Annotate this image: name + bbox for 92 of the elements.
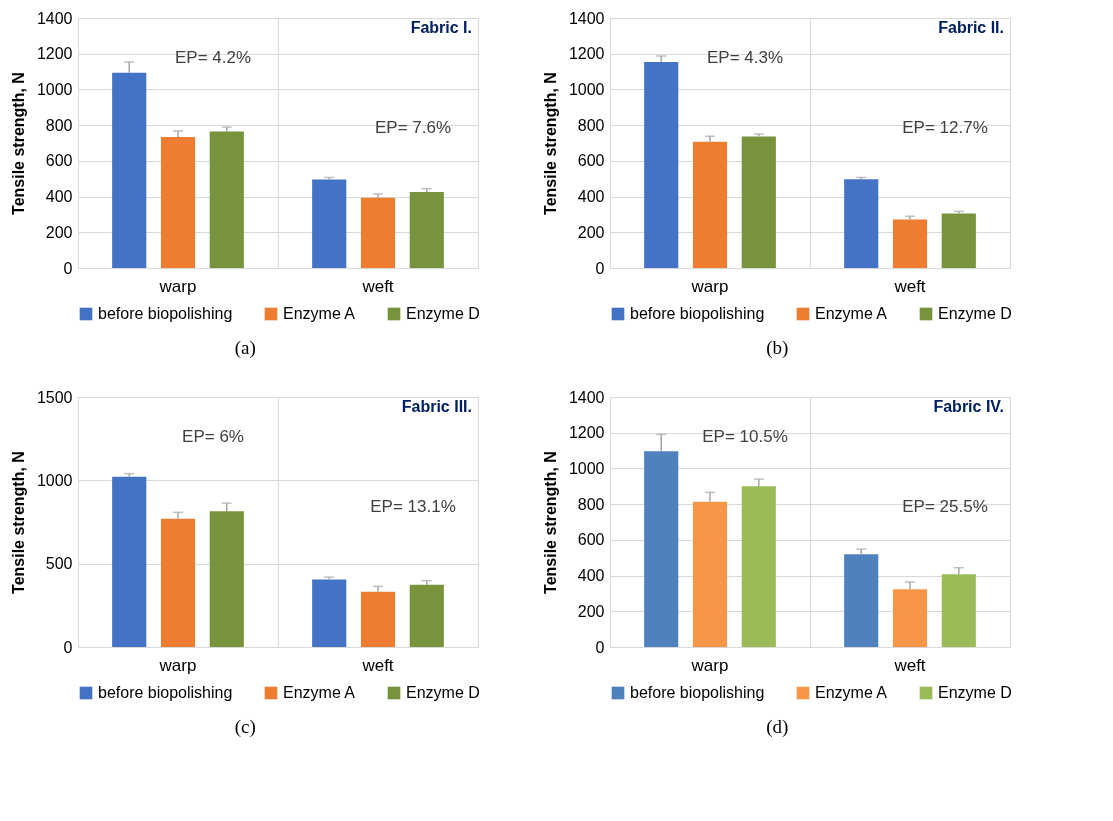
- y-tick-label: 1200: [36, 45, 73, 63]
- y-axis-title: Tensile strength, N: [9, 451, 27, 594]
- bar: [160, 137, 196, 268]
- legend-label: Enzyme A: [283, 684, 356, 701]
- y-tick-label: 200: [45, 223, 73, 241]
- x-tick-label: warp: [158, 655, 197, 675]
- legend-label: Enzyme D: [406, 305, 480, 322]
- legend-label: before biopolishing: [98, 684, 233, 701]
- y-tick-label: 0: [595, 638, 605, 656]
- bar: [844, 554, 879, 647]
- bar: [692, 501, 728, 647]
- y-tick-label: 0: [595, 259, 605, 277]
- legend-label: before biopolishing: [630, 684, 765, 701]
- x-tick-label: warp: [690, 655, 729, 675]
- bar: [360, 197, 396, 268]
- legend-label: before biopolishing: [630, 305, 765, 322]
- y-tick-label: 400: [45, 188, 73, 206]
- y-tick-label: 400: [577, 188, 605, 206]
- annotation: EP= 6%: [182, 427, 244, 446]
- bar: [844, 179, 879, 268]
- y-tick-label: 0: [63, 638, 73, 656]
- bar: [409, 584, 444, 647]
- y-tick-label: 800: [577, 116, 605, 134]
- chart-title: Fabric III.: [401, 398, 472, 415]
- legend-label: Enzyme A: [815, 684, 888, 701]
- legend-label: Enzyme D: [938, 305, 1012, 322]
- bar: [312, 579, 347, 647]
- x-tick-label: weft: [893, 655, 926, 675]
- y-tick-label: 600: [577, 152, 605, 170]
- bar: [209, 131, 244, 268]
- bar: [892, 589, 928, 647]
- chart-title: Fabric I.: [410, 19, 472, 36]
- bar: [692, 141, 728, 268]
- legend-label: Enzyme D: [406, 684, 480, 701]
- y-axis-title: Tensile strength, N: [541, 72, 559, 215]
- annotation: EP= 10.5%: [702, 427, 788, 446]
- y-tick-label: 1000: [568, 80, 605, 98]
- annotation: EP= 25.5%: [902, 497, 988, 516]
- y-tick-label: 600: [577, 531, 605, 549]
- y-axis-title: Tensile strength, N: [9, 72, 27, 215]
- x-tick-label: warp: [690, 276, 729, 296]
- y-tick-label: 1400: [568, 9, 605, 27]
- bar: [941, 574, 976, 647]
- y-tick-label: 1000: [36, 80, 73, 98]
- bar: [112, 72, 147, 268]
- x-tick-label: weft: [361, 655, 394, 675]
- annotation: EP= 7.6%: [374, 118, 452, 137]
- text: (d): [766, 715, 789, 738]
- y-tick-label: 400: [577, 567, 605, 585]
- y-tick-label: 1400: [36, 9, 73, 27]
- legend-label: Enzyme A: [815, 305, 888, 322]
- y-axis-title: Tensile strength, N: [541, 451, 559, 594]
- text: (a): [234, 336, 256, 359]
- bar: [160, 518, 196, 647]
- y-tick-label: 1400: [568, 388, 605, 406]
- y-tick-label: 200: [577, 602, 605, 620]
- y-tick-label: 0: [63, 259, 73, 277]
- bar: [112, 476, 147, 647]
- y-tick-label: 1000: [568, 459, 605, 477]
- bar: [892, 219, 928, 268]
- y-tick-label: 1200: [568, 45, 605, 63]
- text: (c): [234, 715, 256, 738]
- y-tick-label: 600: [45, 152, 73, 170]
- annotation: EP= 4.3%: [706, 48, 784, 67]
- bar: [644, 451, 679, 647]
- annotation: EP= 12.7%: [902, 118, 988, 137]
- y-tick-label: 500: [45, 555, 73, 573]
- y-tick-label: 1000: [36, 471, 73, 489]
- y-tick-label: 800: [45, 116, 73, 134]
- y-tick-label: 1200: [568, 424, 605, 442]
- bar: [741, 136, 776, 268]
- bar: [941, 213, 976, 268]
- x-tick-label: weft: [893, 276, 926, 296]
- legend-label: Enzyme A: [283, 305, 356, 322]
- x-tick-label: weft: [361, 276, 394, 296]
- bar: [209, 511, 244, 647]
- bar: [409, 192, 444, 268]
- y-tick-label: 800: [577, 495, 605, 513]
- annotation: EP= 4.2%: [174, 48, 252, 67]
- y-tick-label: 200: [577, 223, 605, 241]
- bar: [312, 179, 347, 268]
- text: (b): [766, 336, 789, 359]
- bar: [644, 62, 679, 268]
- y-tick-label: 1500: [36, 388, 73, 406]
- chart-title: Fabric IV.: [933, 398, 1004, 415]
- chart-title: Fabric II.: [938, 19, 1004, 36]
- bar: [360, 591, 396, 647]
- bar: [741, 486, 776, 647]
- legend-label: Enzyme D: [938, 684, 1012, 701]
- legend-label: before biopolishing: [98, 305, 233, 322]
- x-tick-label: warp: [158, 276, 197, 296]
- annotation: EP= 13.1%: [370, 497, 456, 516]
